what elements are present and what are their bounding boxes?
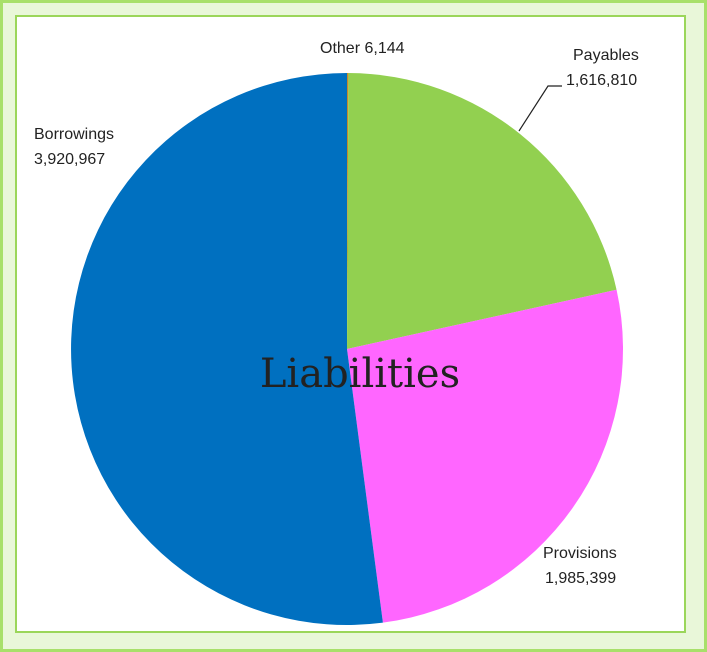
chart-title: Liabilities xyxy=(260,351,460,397)
slice-payables xyxy=(347,73,617,349)
label-other: Other 6,144 xyxy=(320,40,405,57)
label-other-value: 6,144 xyxy=(364,40,404,57)
slice-other xyxy=(347,72,349,349)
label-other-name: Other xyxy=(320,40,361,57)
label-payables-value: 1,616,810 xyxy=(566,72,637,89)
pie-slices xyxy=(71,72,624,625)
label-borrowings-value: 3,920,967 xyxy=(34,151,105,168)
slice-borrowings xyxy=(71,73,383,625)
label-provisions-value: 1,985,399 xyxy=(545,570,616,587)
label-payables-name: Payables xyxy=(573,47,639,64)
slice-provisions xyxy=(347,289,624,623)
payables-leader-line xyxy=(518,85,562,132)
label-provisions-name: Provisions xyxy=(543,545,617,562)
label-borrowings-name: Borrowings xyxy=(34,126,114,143)
